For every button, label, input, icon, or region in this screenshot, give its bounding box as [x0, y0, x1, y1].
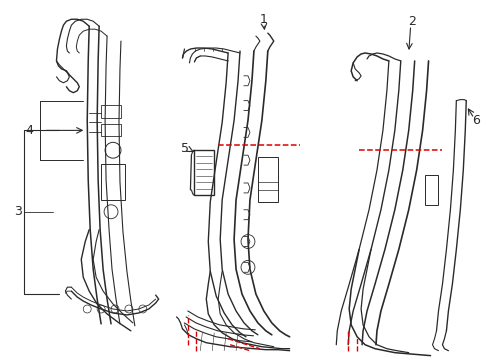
- Text: 3: 3: [14, 205, 21, 218]
- Bar: [194, 150, 214, 195]
- Bar: [101, 125, 121, 136]
- Text: 5: 5: [181, 142, 189, 155]
- Bar: [101, 164, 124, 200]
- Bar: [424, 175, 438, 205]
- Text: 4: 4: [26, 124, 34, 137]
- Text: 1: 1: [260, 13, 267, 26]
- Text: 2: 2: [407, 15, 415, 28]
- Text: 6: 6: [471, 114, 479, 127]
- Bar: [257, 157, 277, 202]
- Bar: [101, 105, 121, 118]
